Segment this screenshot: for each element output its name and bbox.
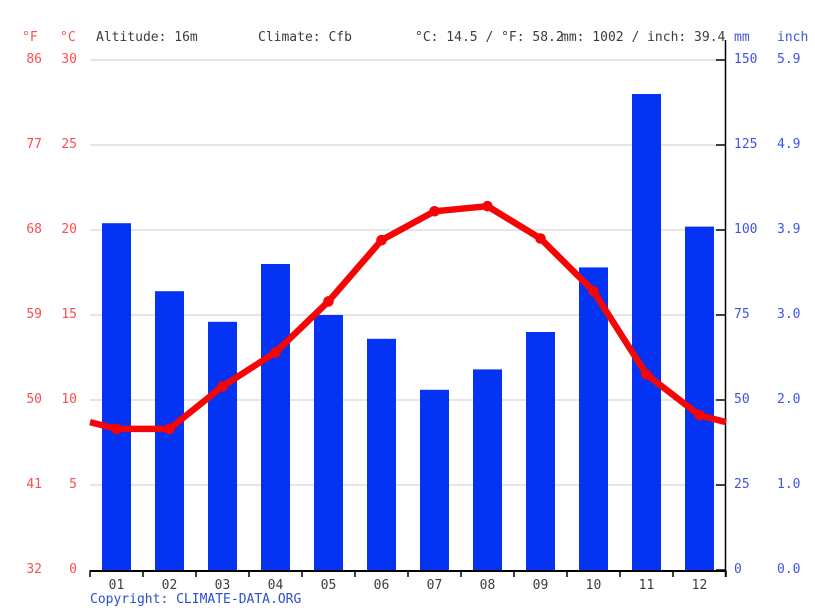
precipitation-bar: [579, 267, 608, 570]
month-label: 12: [691, 578, 708, 593]
mm-tick-label: 0: [734, 562, 742, 577]
precipitation-bar: [526, 332, 555, 570]
fahrenheit-tick-label: 50: [26, 392, 42, 407]
fahrenheit-tick-label: 32: [26, 562, 42, 577]
temperature-point: [482, 200, 493, 212]
inch-tick-label: 5.9: [777, 52, 801, 67]
temperature-point: [323, 296, 334, 307]
month-label: 11: [638, 578, 655, 593]
month-label: 03: [214, 578, 231, 593]
inch-tick-label: 2.0: [777, 392, 801, 407]
temperature-point: [429, 206, 440, 217]
month-label: 10: [585, 578, 602, 593]
fahrenheit-tick-label: 77: [26, 137, 42, 152]
temperature-line: [89, 202, 727, 433]
mm-tick-label: 125: [734, 137, 758, 152]
copyright-link[interactable]: Copyright: CLIMATE-DATA.ORG: [90, 592, 302, 607]
mm-tick-label: 75: [734, 307, 750, 322]
temperature-point: [535, 233, 546, 244]
avg-temperature-info: °C: 14.5 / °F: 58.2: [415, 30, 564, 45]
precipitation-bar: [473, 369, 502, 570]
climate-class-info: Climate: Cfb: [258, 30, 352, 45]
temperature-point: [694, 410, 705, 421]
inch-tick-label: 0.0: [777, 562, 801, 577]
celsius-tick-label: 10: [61, 392, 77, 407]
precipitation-bar: [367, 338, 396, 570]
mm-tick-label: 25: [734, 477, 750, 492]
precipitation-bar: [208, 321, 237, 570]
fahrenheit-axis-header: °F: [22, 30, 38, 45]
precipitation-bar: [261, 264, 290, 570]
inch-tick-label: 3.9: [777, 222, 801, 237]
temperature-point: [641, 369, 652, 380]
temperature-point: [376, 234, 387, 246]
month-label: 08: [479, 578, 496, 593]
temperature-point: [111, 423, 122, 435]
fahrenheit-tick-label: 41: [26, 477, 42, 492]
altitude-info: Altitude: 16m: [96, 30, 198, 45]
precipitation-bar: [102, 223, 131, 570]
mm-tick-label: 100: [734, 222, 758, 237]
temperature-point: [270, 347, 281, 358]
celsius-tick-label: 15: [61, 307, 77, 322]
inch-axis-header: inch: [777, 30, 809, 45]
mm-tick-label: 50: [734, 392, 750, 407]
precipitation-bar: [685, 226, 714, 570]
fahrenheit-tick-label: 86: [26, 52, 42, 67]
fahrenheit-tick-label: 59: [26, 307, 42, 322]
celsius-tick-label: 30: [61, 52, 77, 67]
inch-tick-label: 3.0: [777, 307, 801, 322]
month-label: 01: [108, 578, 125, 593]
celsius-tick-label: 5: [69, 477, 77, 492]
month-label: 04: [267, 578, 284, 593]
celsius-tick-label: 25: [61, 137, 77, 152]
inch-tick-label: 4.9: [777, 137, 801, 152]
precipitation-bar: [632, 94, 661, 570]
month-label: 09: [532, 578, 549, 593]
temperature-point: [164, 423, 175, 435]
celsius-tick-label: 20: [61, 222, 77, 237]
celsius-axis-header: °C: [60, 30, 76, 45]
celsius-tick-label: 0: [69, 562, 77, 577]
precipitation-bar: [420, 389, 449, 570]
mm-tick-label: 150: [734, 52, 758, 67]
fahrenheit-tick-label: 68: [26, 222, 42, 237]
month-label: 07: [426, 578, 443, 593]
inch-tick-label: 1.0: [777, 477, 801, 492]
temperature-point: [588, 285, 599, 297]
precipitation-bar: [314, 315, 343, 570]
temperature-point: [217, 381, 228, 392]
month-label: 06: [373, 578, 390, 593]
avg-precipitation-info: mm: 1002 / inch: 39.4: [561, 30, 726, 45]
month-label: 02: [161, 578, 178, 593]
mm-axis-header: mm: [734, 30, 750, 45]
month-label: 05: [320, 578, 337, 593]
